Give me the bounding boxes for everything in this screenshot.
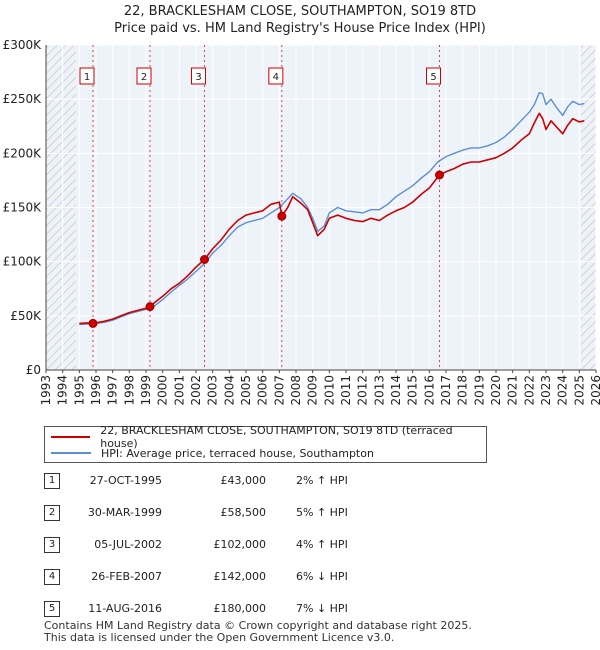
x-tick-label: 1998 (122, 375, 136, 406)
y-tick-label: £250K (3, 92, 43, 106)
x-tick-label: 2013 (372, 375, 386, 406)
x-tick-label: 2011 (339, 375, 353, 406)
x-tick-label: 2025 (572, 375, 586, 406)
footer-attribution: Contains HM Land Registry data © Crown c… (44, 620, 472, 644)
sale-price: £58,500 (220, 506, 267, 519)
sale-date: 30-MAR-1999 (87, 506, 162, 519)
y-tick-label: £200K (3, 146, 43, 160)
sale-number-box (79, 67, 95, 85)
sale-row: 5 11-AUG-2016 £180,000 7% ↓ HPI (44, 600, 464, 620)
sale-number-badge: 3 (44, 537, 60, 553)
sale-row: 2 30-MAR-1999 £58,500 5% ↑ HPI (44, 504, 464, 524)
sale-number-label: 5 (430, 72, 436, 83)
legend-item-property: 22, BRACKLESHAM CLOSE, SOUTHAMPTON, SO19… (51, 424, 486, 450)
x-tick-label: 2018 (456, 375, 470, 406)
sale-hpi-diff: 5% ↑ HPI (296, 506, 348, 519)
x-tick-label: 2023 (539, 375, 553, 406)
x-tick-label: 2016 (422, 375, 436, 406)
legend-property-label: 22, BRACKLESHAM CLOSE, SOUTHAMPTON, SO19… (100, 424, 453, 450)
hpi-line (79, 91, 585, 326)
legend-property-swatch (51, 436, 91, 438)
y-tick-label: £100K (3, 255, 43, 269)
x-tick-label: 2021 (506, 375, 520, 406)
x-tick-label: 1996 (89, 375, 103, 406)
sale-row: 3 05-JUL-2002 £102,000 4% ↑ HPI (44, 536, 464, 556)
y-tick-label: £50K (10, 309, 42, 323)
x-tick-label: 2002 (189, 375, 203, 406)
x-tick-label: 1999 (139, 375, 153, 406)
sale-row: 4 26-FEB-2007 £142,000 6% ↓ HPI (44, 568, 464, 588)
x-tick-label: 2017 (439, 375, 453, 406)
x-tick-label: 2026 (589, 375, 600, 406)
x-tick-label: 2003 (206, 375, 220, 406)
x-tick-label: 1995 (72, 375, 86, 406)
legend-item-hpi: HPI: Average price, terraced house, Sout… (51, 445, 374, 461)
x-tick-label: 2010 (322, 375, 336, 406)
sale-hpi-diff: 4% ↑ HPI (296, 538, 348, 551)
sale-point (200, 255, 209, 264)
sale-hpi-diff: 7% ↓ HPI (296, 602, 348, 615)
x-tick-label: 2024 (556, 375, 570, 406)
sale-point (277, 211, 287, 221)
x-tick-label: 2001 (172, 375, 186, 406)
x-tick-label: 2004 (222, 375, 236, 406)
sale-date: 05-JUL-2002 (94, 538, 162, 551)
sale-point (88, 318, 98, 328)
sale-number-label: 1 (84, 72, 90, 83)
legend-hpi-label: HPI: Average price, terraced house, Sout… (101, 446, 374, 460)
sale-point (145, 302, 155, 312)
sale-price: £180,000 (213, 602, 267, 615)
chart-subtitle: Price paid vs. HM Land Registry's House … (114, 21, 486, 36)
y-tick-label: £0 (26, 363, 41, 377)
x-tick-label: 2019 (472, 375, 486, 406)
sale-row: 1 27-OCT-1995 £43,000 2% ↑ HPI (44, 472, 464, 492)
x-tick-label: 2015 (406, 375, 420, 406)
sale-date: 11-AUG-2016 (88, 602, 162, 615)
sale-number-box (136, 67, 152, 85)
sale-hpi-diff: 2% ↑ HPI (296, 474, 348, 487)
sale-number-label: 2 (141, 72, 147, 83)
sale-number-badge: 5 (44, 601, 60, 617)
x-tick-label: 2014 (389, 375, 403, 406)
chart-title: 22, BRACKLESHAM CLOSE, SOUTHAMPTON, SO19… (0, 3, 600, 37)
y-tick-label: £300K (3, 38, 43, 52)
chart-title-line1: 22, BRACKLESHAM CLOSE, SOUTHAMPTON, SO19… (123, 4, 477, 19)
footer-line-copyright: Contains HM Land Registry data © Crown c… (44, 619, 472, 632)
property-price-line (79, 112, 585, 325)
sale-number-badge: 1 (44, 473, 60, 489)
x-tick-label: 2012 (356, 375, 370, 406)
sale-number-badge: 4 (44, 569, 60, 585)
chart-legend: 22, BRACKLESHAM CLOSE, SOUTHAMPTON, SO19… (44, 424, 487, 463)
x-tick-label: 2020 (489, 375, 503, 406)
sale-number-box (191, 67, 206, 85)
sale-price: £142,000 (213, 570, 267, 583)
x-tick-label: 2009 (306, 375, 320, 406)
sale-hpi-diff: 6% ↓ HPI (296, 570, 348, 583)
sale-number-badge: 2 (44, 505, 60, 521)
x-tick-label: 2005 (239, 375, 253, 406)
sale-number-box (426, 67, 441, 85)
sale-number-label: 4 (273, 72, 279, 83)
sale-number-box (268, 67, 284, 85)
x-tick-label: 1993 (39, 375, 53, 406)
footer-line-licence: This data is licensed under the Open Gov… (44, 631, 395, 644)
sale-date: 27-OCT-1995 (89, 474, 162, 487)
y-tick-label: £150K (3, 201, 43, 215)
x-tick-label: 2008 (289, 375, 303, 406)
x-tick-label: 1997 (106, 375, 120, 406)
sale-price: £102,000 (213, 538, 267, 551)
x-tick-label: 2007 (272, 375, 286, 406)
x-tick-label: 2022 (522, 375, 536, 406)
x-tick-label: 1994 (56, 375, 70, 406)
sale-number-label: 3 (195, 72, 201, 83)
legend-hpi-swatch (51, 452, 91, 454)
x-tick-label: 2006 (256, 375, 270, 406)
sale-date: 26-FEB-2007 (91, 570, 162, 583)
sale-price: £43,000 (220, 474, 267, 487)
sale-point (435, 170, 444, 180)
x-tick-label: 2000 (156, 375, 170, 406)
